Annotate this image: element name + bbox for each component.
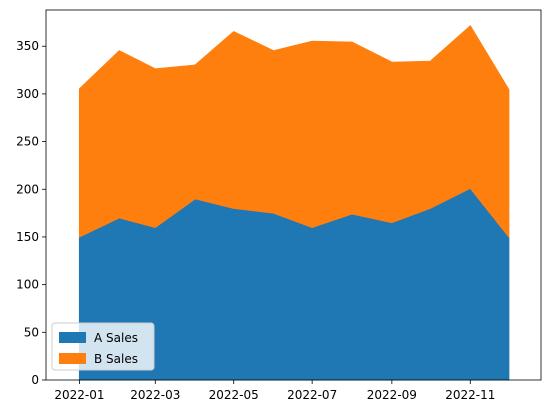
area-layers [78,25,510,381]
legend-label: A Sales [94,331,138,345]
y-axis: 0 50 100 150 200 250 300 350 [16,39,46,387]
x-tick-label: 2022-05 [209,388,259,402]
legend-label: B Sales [94,352,138,366]
x-tick-label: 2022-07 [287,388,337,402]
axes-frame [45,9,542,381]
y-tick-label: 50 [24,325,39,339]
legend-swatch [59,353,86,364]
y-tick-label: 150 [16,230,39,244]
y-tick-label: 300 [16,87,39,101]
y-tick-label: 100 [16,278,39,292]
x-axis: 2022-01 2022-03 2022-05 2022-07 2022-09 2022-… [54,380,495,402]
legend-swatch [59,332,86,343]
x-tick-label: 2022-03 [130,388,180,402]
x-tick-label: 2022-01 [54,388,104,402]
x-tick-label: 2022-09 [367,388,417,402]
y-tick-label: 200 [16,182,39,196]
y-tick-label: 250 [16,135,39,149]
legend: A Sales B Sales [51,322,155,371]
y-tick-label: 0 [31,373,39,387]
x-tick-label: 2022-11 [445,388,495,402]
area-edge-series-2 [78,25,510,91]
y-tick-label: 350 [16,39,39,53]
